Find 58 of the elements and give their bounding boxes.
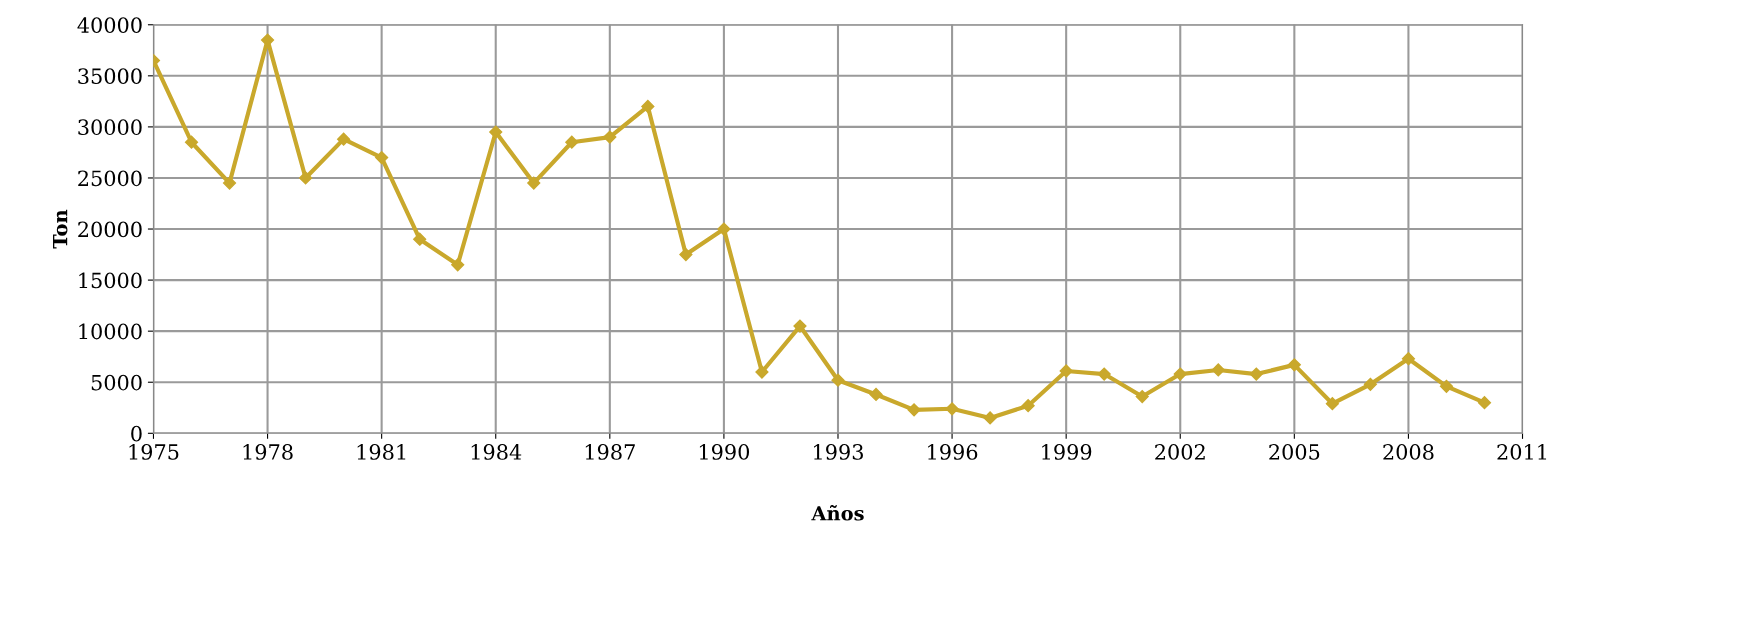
x-tick-label: 1996 [928, 444, 978, 460]
point [451, 258, 465, 272]
point [945, 402, 959, 416]
point [222, 176, 237, 190]
y-tick-label: 20000 [78, 221, 142, 238]
point [1477, 396, 1492, 410]
y-tick-label: 15000 [79, 272, 142, 289]
point [413, 232, 427, 246]
point [1173, 367, 1187, 381]
x-tick-label: 2005 [1269, 444, 1320, 460]
point [717, 222, 731, 236]
x-tick-label: 1975 [129, 444, 179, 460]
point [1059, 364, 1073, 378]
point [1439, 379, 1454, 393]
point [1249, 367, 1263, 381]
x-tick-label: 1981 [357, 444, 406, 460]
y-tick-label: 10000 [79, 323, 142, 340]
point [793, 319, 807, 333]
point [1363, 377, 1377, 391]
x-tick-label: 1984 [471, 444, 522, 460]
point [907, 403, 921, 417]
point [184, 135, 199, 149]
point [1097, 367, 1111, 381]
point [755, 365, 769, 379]
point [565, 135, 579, 149]
y-tick-label: 5000 [91, 374, 142, 391]
x-tick-label: 1990 [699, 444, 750, 460]
point [603, 130, 617, 144]
point [1211, 363, 1225, 377]
y-axis-title: Ton [53, 209, 68, 249]
point [1021, 399, 1035, 413]
point [869, 387, 883, 402]
y-tick-label: 40000 [77, 17, 142, 33]
point [527, 176, 541, 190]
point [679, 247, 693, 262]
point [983, 411, 997, 425]
point [375, 150, 389, 165]
x-tick-label: 2011 [1497, 444, 1547, 460]
x-tick-label: 2008 [1383, 444, 1434, 460]
point [298, 171, 313, 185]
x-tick-label: 2002 [1155, 444, 1205, 460]
x-tick-label: 1987 [585, 444, 635, 460]
point [1325, 397, 1339, 411]
y-tick-label: 35000 [78, 68, 142, 85]
point [1135, 389, 1149, 404]
x-axis-title: Años [811, 504, 864, 521]
y-tick-label: 30000 [78, 119, 142, 136]
point [831, 373, 845, 387]
point [337, 132, 351, 146]
x-tick-label: 1999 [1042, 444, 1092, 460]
point [1401, 352, 1416, 366]
point [1287, 358, 1301, 372]
x-tick-label: 1993 [814, 444, 863, 460]
point [641, 99, 655, 114]
y-tick-label: 0 [131, 425, 142, 442]
x-tick-label: 1978 [243, 444, 293, 460]
point [489, 125, 503, 139]
y-tick-label: 25000 [78, 170, 142, 187]
